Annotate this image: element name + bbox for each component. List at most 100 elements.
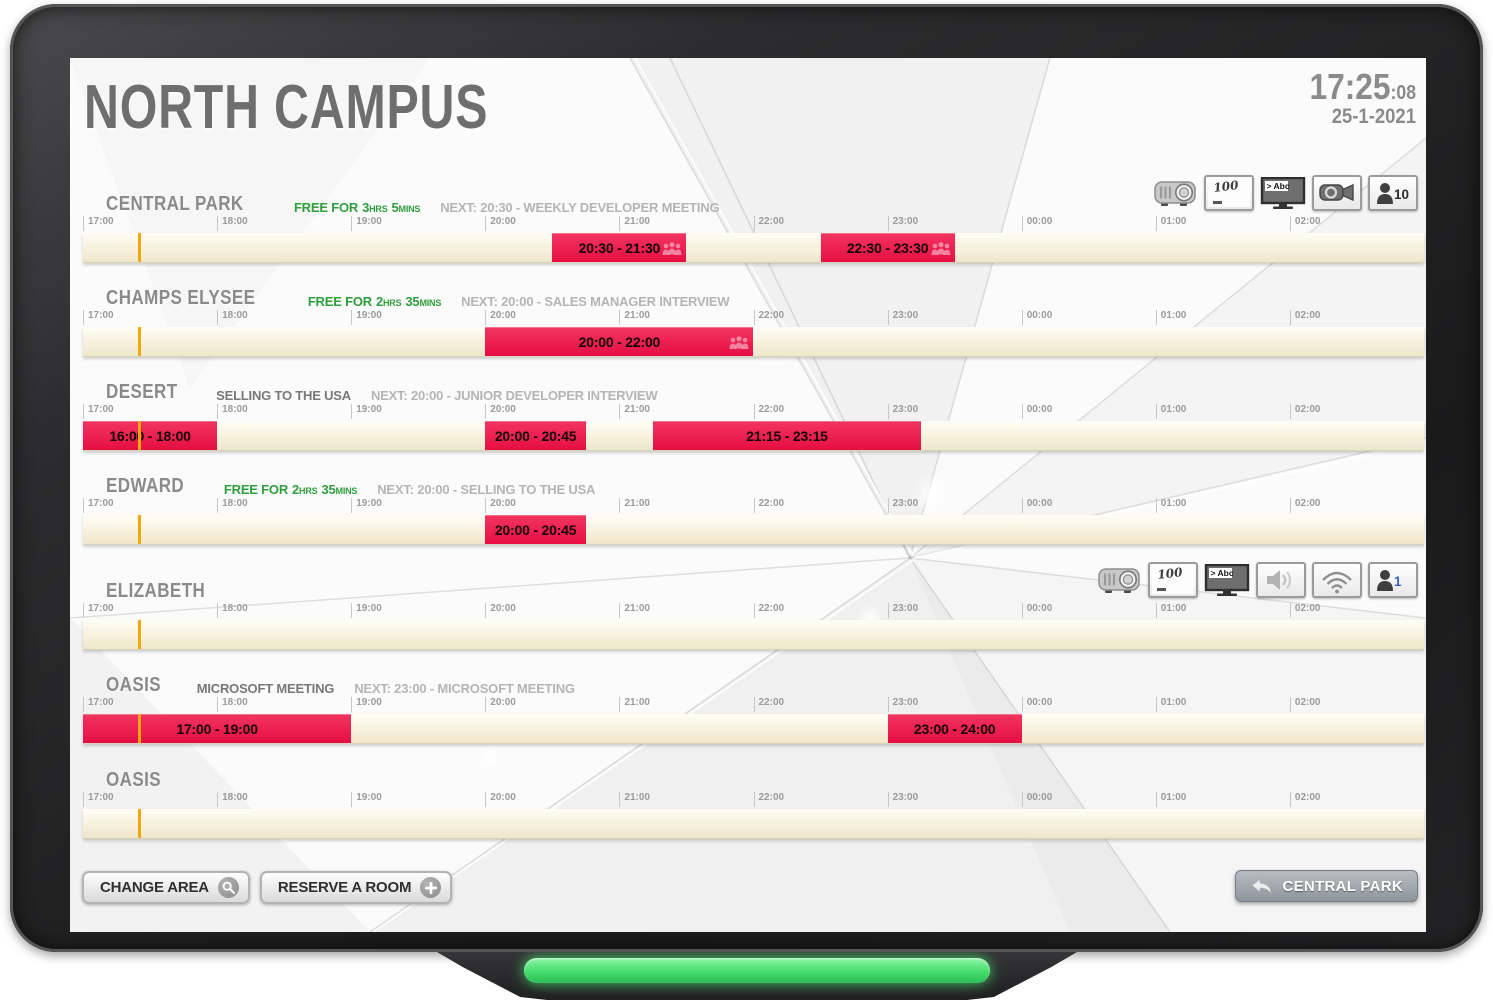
- svg-text:> Abc: > Abc: [1211, 568, 1234, 578]
- tick-row: 17:00 18:00 19:00 20:00 21:00 22:00 23:00 00:00…: [83, 792, 1424, 809]
- free-mins: 5: [391, 200, 399, 215]
- tick-label: 01:00: [1155, 310, 1186, 325]
- status-led: [524, 958, 990, 983]
- room-row[interactable]: CENTRAL PARK FREE FOR 3HRS 5MINS NEXT: 20:…: [70, 174, 1426, 268]
- tick-label: 17:00: [83, 404, 114, 419]
- room-row[interactable]: EDWARD FREE FOR 2HRS 35MINS NEXT: 20:00 - …: [70, 456, 1426, 550]
- tick-label: 00:00: [1021, 792, 1052, 807]
- room-row[interactable]: ELIZABETH 100 > Abc 1 17:0: [70, 561, 1426, 655]
- tick-label: 02:00: [1289, 498, 1320, 513]
- reserve-room-button[interactable]: RESERVE A ROOM: [259, 871, 453, 904]
- tick-label: 20:00: [485, 404, 516, 419]
- tick-row: 17:00 18:00 19:00 20:00 21:00 22:00 23:00 00:00…: [83, 697, 1424, 714]
- booking-time-label: 22:30 - 23:30: [846, 239, 929, 256]
- timeline-bar[interactable]: 20:30 - 21:30 22:30 - 23:30: [83, 233, 1424, 263]
- free-hours: 2: [375, 294, 383, 309]
- tick-label: 19:00: [351, 404, 382, 419]
- tick-label: 22:00: [753, 404, 784, 419]
- room-statuses: SELLING TO THE USA NEXT: 20:00 - JUNIOR …: [216, 388, 658, 403]
- tick-row: 17:00 18:00 19:00 20:00 21:00 22:00 23:00 00:00…: [83, 603, 1424, 620]
- tablet-bottom-tab: [437, 952, 1077, 1000]
- tick-label: 01:00: [1155, 697, 1186, 712]
- change-area-button[interactable]: CHANGE AREA: [82, 871, 250, 904]
- tv-icon: > Abc: [1260, 176, 1306, 210]
- tick-row: 17:00 18:00 19:00 20:00 21:00 22:00 23:00 00:00…: [83, 216, 1424, 233]
- room-statuses: FREE FOR 2HRS 35MINS NEXT: 20:00 - SELLING…: [224, 482, 596, 497]
- current-time-line: [137, 233, 141, 262]
- timeline-bar[interactable]: [83, 620, 1424, 650]
- room-header: CHAMPS ELYSEE FREE FOR 2HRS 35MINS NEXT: 2…: [70, 268, 1426, 310]
- speaker-icon: [1256, 562, 1306, 598]
- next-meeting-label: NEXT: 20:00 - SELLING TO THE USA: [377, 482, 596, 497]
- tick-label: 17:00: [83, 498, 114, 513]
- tick-label: 00:00: [1021, 498, 1052, 513]
- booking-block[interactable]: 23:00 - 24:00: [887, 714, 1022, 743]
- free-hours-unit: HRS: [369, 204, 388, 214]
- tick-label: 20:00: [485, 792, 516, 807]
- tick-label: 00:00: [1021, 603, 1052, 618]
- booking-block[interactable]: 17:00 - 19:00: [83, 714, 352, 743]
- room-row[interactable]: OASIS 17:00 18:00 19:00 20:00 21:00 22:00 23:0…: [70, 750, 1426, 844]
- room-row[interactable]: CHAMPS ELYSEE FREE FOR 2HRS 35MINS NEXT: 2…: [70, 268, 1426, 362]
- room-header: EDWARD FREE FOR 2HRS 35MINS NEXT: 20:00 - …: [70, 456, 1426, 498]
- free-for-label: FREE FOR 2HRS 35MINS: [308, 294, 442, 309]
- tick-label: 22:00: [753, 310, 784, 325]
- tick-label: 22:00: [753, 603, 784, 618]
- tick-label: 18:00: [217, 404, 248, 419]
- booking-time-label: 20:00 - 20:45: [494, 427, 577, 444]
- free-mins-unit: MINS: [398, 204, 421, 214]
- svg-text:1: 1: [1394, 574, 1402, 589]
- clock-time-line: 17:25:08: [1310, 68, 1416, 106]
- room-row[interactable]: OASIS MICROSOFT MEETING NEXT: 23:00 - MI…: [70, 655, 1426, 749]
- timeline-bar[interactable]: [83, 809, 1424, 839]
- svg-text:10: 10: [1394, 187, 1409, 202]
- tick-label: 20:00: [485, 697, 516, 712]
- wifi-icon: [1312, 562, 1362, 598]
- current-meeting-label: SELLING TO THE USA: [216, 388, 351, 403]
- tick-label: 18:00: [217, 697, 248, 712]
- current-time-line: [137, 809, 141, 838]
- tick-label: 18:00: [217, 310, 248, 325]
- timeline-bar[interactable]: 17:00 - 19:00 23:00 - 24:00: [83, 714, 1424, 744]
- timeline-bar[interactable]: 16:00 - 18:00 20:00 - 20:45 21:15 - 23:15: [83, 421, 1424, 451]
- room-header: OASIS MICROSOFT MEETING NEXT: 23:00 - MI…: [70, 655, 1426, 697]
- free-for-label: FREE FOR 2HRS 35MINS: [224, 482, 358, 497]
- current-time-line: [137, 421, 141, 450]
- back-to-room-button[interactable]: CENTRAL PARK: [1235, 870, 1418, 902]
- camera-icon: [1312, 175, 1362, 211]
- room-header: DESERT SELLING TO THE USA NEXT: 20:00 - …: [70, 362, 1426, 404]
- free-for-label: FREE FOR 3HRS 5MINS: [294, 200, 420, 215]
- booking-block[interactable]: 20:30 - 21:30: [552, 233, 687, 262]
- free-hours: 2: [292, 482, 300, 497]
- room-header: ELIZABETH 100 > Abc 1: [70, 561, 1426, 603]
- svg-text:100: 100: [1157, 566, 1184, 582]
- tick-label: 19:00: [351, 310, 382, 325]
- tick-label: 23:00: [887, 498, 918, 513]
- tick-label: 21:00: [619, 498, 650, 513]
- tick-label: 02:00: [1289, 697, 1320, 712]
- free-mins-unit: MINS: [335, 486, 358, 496]
- reserve-room-label: RESERVE A ROOM: [277, 879, 412, 896]
- timeline-bar[interactable]: 20:00 - 20:45: [83, 515, 1424, 545]
- booking-block[interactable]: 22:30 - 23:30: [820, 233, 955, 262]
- booking-block[interactable]: 20:00 - 22:00: [485, 327, 754, 356]
- booking-time-label: 20:30 - 21:30: [578, 239, 661, 256]
- next-meeting-label: NEXT: 20:00 - SALES MANAGER INTERVIEW: [461, 294, 730, 309]
- attendees-icon: [661, 241, 683, 261]
- current-time-line: [137, 620, 141, 649]
- plus-icon: [420, 877, 442, 898]
- capacity-icon: 1: [1368, 562, 1418, 598]
- magnifier-icon: [217, 877, 239, 898]
- timeline-bar[interactable]: 20:00 - 22:00: [83, 327, 1424, 357]
- tick-label: 19:00: [351, 498, 382, 513]
- booking-block[interactable]: 16:00 - 18:00: [83, 421, 218, 450]
- booking-block[interactable]: 21:15 - 23:15: [652, 421, 922, 450]
- tick-label: 00:00: [1021, 697, 1052, 712]
- tick-label: 18:00: [217, 216, 248, 231]
- tick-label: 01:00: [1155, 603, 1186, 618]
- booking-block[interactable]: 20:00 - 20:45: [485, 515, 586, 544]
- booking-time-label: 20:00 - 20:45: [494, 521, 577, 538]
- room-row[interactable]: DESERT SELLING TO THE USA NEXT: 20:00 - …: [70, 362, 1426, 456]
- tick-label: 23:00: [887, 310, 918, 325]
- booking-block[interactable]: 20:00 - 20:45: [485, 421, 586, 450]
